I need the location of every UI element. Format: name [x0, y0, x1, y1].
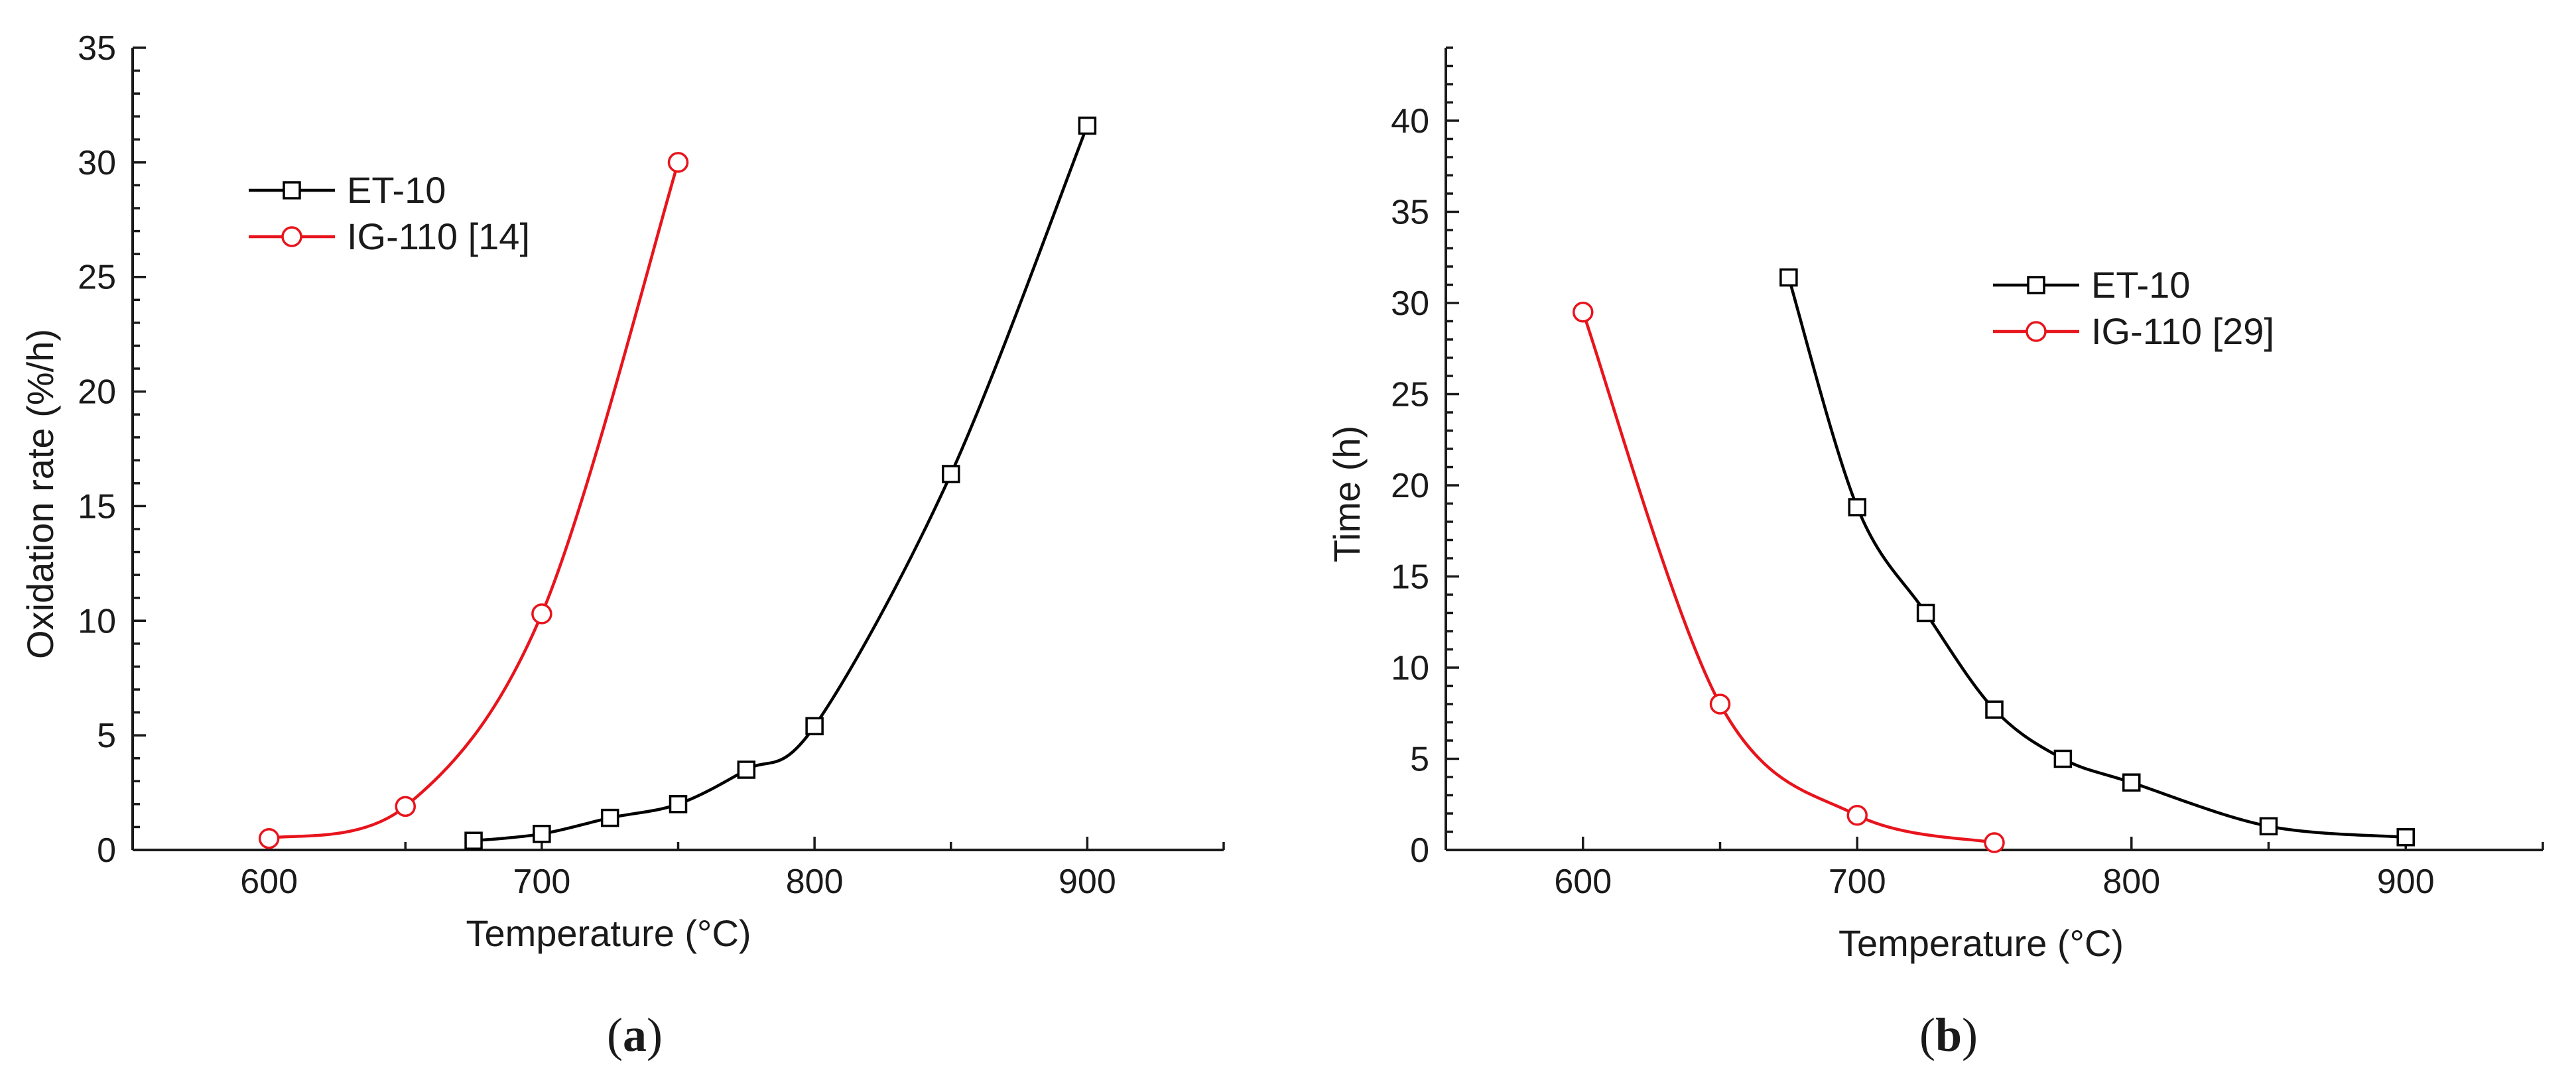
data-point — [2259, 817, 2278, 835]
x-tick-label: 800 — [786, 863, 844, 901]
data-point — [1916, 603, 1935, 623]
data-point — [1846, 805, 1868, 826]
data-point — [2396, 828, 2415, 847]
y-tick-label: 40 — [1391, 102, 1429, 141]
data-point — [1779, 268, 1798, 287]
panel-b-time-chart: 600 700 800 900 0 5 10 15 20 25 30 35 40 Temperature … — [1326, 46, 2544, 964]
x-tick-label: 900 — [1059, 863, 1116, 901]
legend-entry: ET-10 — [249, 169, 446, 211]
legend-marker — [283, 181, 301, 200]
data-point — [942, 465, 960, 483]
y-tick-label: 0 — [1410, 831, 1429, 870]
x-tick-label: 900 — [2377, 863, 2435, 901]
legend-label: IG-110 [29] — [2091, 310, 2274, 352]
legend-marker — [2026, 321, 2047, 342]
legend-label: ET-10 — [347, 169, 446, 211]
data-point — [1985, 700, 2004, 719]
legend-label: IG-110 [14] — [347, 215, 530, 257]
y-tick-label: 35 — [1391, 194, 1429, 232]
series-et-10 — [1779, 268, 2415, 847]
x-axis-title: Temperature (°C) — [1838, 922, 2124, 964]
y-tick-label: 5 — [1410, 741, 1429, 779]
series-line — [473, 125, 1089, 843]
data-point — [1709, 693, 1731, 715]
x-axis-title: Temperature (°C) — [466, 912, 751, 954]
y-tick-label: 15 — [78, 487, 116, 526]
y-tick-label: 5 — [97, 717, 116, 755]
data-point — [1984, 832, 2005, 853]
data-point — [737, 760, 756, 779]
data-point — [533, 825, 551, 843]
y-axis-title: Oxidation rate (%/h) — [19, 329, 61, 659]
legend-entry: ET-10 — [1993, 264, 2190, 306]
x-tick-label: 700 — [1829, 863, 1886, 901]
x-tick-label: 600 — [1554, 863, 1612, 901]
series-line — [269, 162, 680, 840]
data-point — [395, 796, 416, 817]
x-tick-label: 600 — [240, 863, 298, 901]
data-point — [1078, 116, 1097, 135]
data-point — [258, 827, 280, 849]
y-tick-label: 10 — [78, 602, 116, 640]
data-point — [669, 795, 688, 813]
series-ig-110-29 — [1573, 302, 2005, 853]
legend-label: ET-10 — [2091, 264, 2190, 306]
data-point — [464, 831, 483, 850]
y-tick-label: 15 — [1391, 558, 1429, 597]
y-tick-label: 25 — [1391, 376, 1429, 414]
caption-a: (a) — [607, 1008, 663, 1061]
x-tick-label: 700 — [513, 863, 570, 901]
series-line — [1787, 276, 2406, 839]
series-ig-110-14 — [258, 152, 689, 849]
legend-entry: IG-110 [29] — [1993, 310, 2274, 352]
data-point — [1848, 498, 1866, 516]
data-point — [2122, 773, 2141, 792]
data-point — [1573, 302, 1594, 323]
data-point — [805, 717, 824, 736]
y-tick-label: 20 — [78, 373, 116, 412]
panel-a-oxidation-rate-chart: 600 700 800 900 0 5 10 15 20 25 30 35 Temperature (°… — [19, 29, 1225, 954]
y-tick-label: 20 — [1391, 467, 1429, 505]
data-point — [2053, 749, 2073, 768]
series-line — [1581, 312, 1995, 845]
y-tick-label: 30 — [1391, 284, 1429, 323]
data-point — [667, 152, 689, 173]
legend-marker — [2027, 276, 2045, 294]
data-point — [600, 808, 619, 827]
legend-marker — [281, 226, 302, 247]
y-tick-label: 0 — [97, 831, 116, 870]
y-tick-label: 25 — [78, 259, 116, 297]
y-axis-title: Time (h) — [1326, 426, 1368, 562]
caption-b: (b) — [1919, 1008, 1978, 1061]
legend-entry: IG-110 [14] — [249, 215, 530, 257]
y-tick-label: 30 — [78, 144, 116, 182]
data-point — [531, 603, 552, 625]
y-tick-label: 35 — [78, 29, 116, 68]
series-et-10 — [464, 116, 1097, 850]
y-tick-label: 10 — [1391, 649, 1429, 688]
x-tick-label: 800 — [2102, 863, 2160, 901]
